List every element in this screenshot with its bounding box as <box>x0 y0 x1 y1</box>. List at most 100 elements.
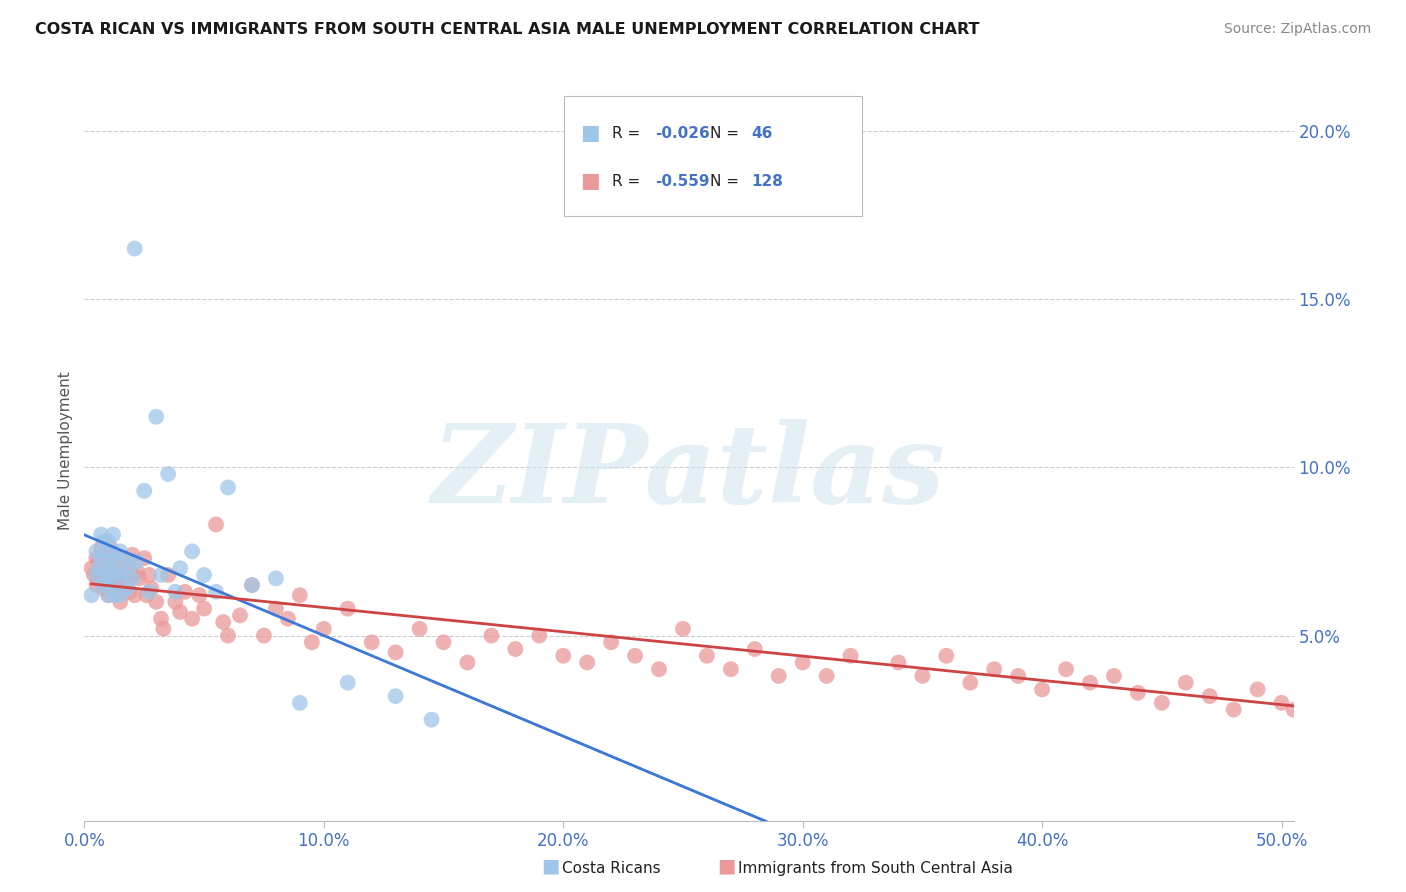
Point <box>157 568 180 582</box>
Point <box>117 561 139 575</box>
Point <box>1126 686 1149 700</box>
Point <box>101 554 124 569</box>
Point <box>935 648 957 663</box>
Point <box>529 628 551 642</box>
Point <box>288 696 311 710</box>
Point <box>101 527 124 541</box>
Point <box>1282 703 1305 717</box>
Point <box>114 578 136 592</box>
Point <box>169 561 191 575</box>
Point <box>145 595 167 609</box>
Point <box>138 584 160 599</box>
Point <box>104 565 127 579</box>
Point <box>193 601 215 615</box>
Point <box>1367 686 1389 700</box>
Point <box>360 635 382 649</box>
Point <box>101 578 124 592</box>
Point <box>1031 682 1053 697</box>
Point <box>80 588 103 602</box>
Point <box>1343 713 1365 727</box>
Point <box>94 544 117 558</box>
Point <box>118 584 141 599</box>
Point <box>90 568 112 582</box>
Point <box>104 584 127 599</box>
Point <box>110 588 132 602</box>
Text: ■: ■ <box>579 171 599 192</box>
Point <box>1354 703 1376 717</box>
Point <box>576 656 599 670</box>
Point <box>141 582 163 596</box>
Point <box>217 628 239 642</box>
Text: R =: R = <box>612 174 645 189</box>
Point <box>1054 662 1077 676</box>
Text: R =: R = <box>612 126 645 141</box>
Point <box>744 642 766 657</box>
Point <box>165 584 187 599</box>
Point <box>124 242 146 256</box>
Point <box>138 568 160 582</box>
Point <box>1306 696 1329 710</box>
Point <box>117 582 139 596</box>
Point <box>145 409 167 424</box>
Point <box>121 548 143 562</box>
Point <box>408 622 430 636</box>
Point <box>264 571 287 585</box>
Point <box>205 584 228 599</box>
Point <box>624 648 647 663</box>
Point <box>288 588 311 602</box>
Point <box>1319 709 1341 723</box>
Point <box>124 588 146 602</box>
Point <box>165 595 187 609</box>
Point <box>128 571 150 585</box>
Point <box>181 544 204 558</box>
Point <box>384 689 406 703</box>
Text: 128: 128 <box>751 174 783 189</box>
Text: N =: N = <box>710 126 744 141</box>
Point <box>505 642 527 657</box>
Point <box>264 601 287 615</box>
Point <box>111 568 134 582</box>
Point <box>648 662 671 676</box>
Point <box>384 645 406 659</box>
Point <box>336 675 359 690</box>
Point <box>121 571 143 585</box>
Point <box>553 648 575 663</box>
Point <box>481 628 503 642</box>
Point <box>229 608 252 623</box>
Point <box>188 588 211 602</box>
Point <box>301 635 323 649</box>
Point <box>1402 709 1406 723</box>
Text: -0.559: -0.559 <box>655 174 710 189</box>
Point <box>125 554 148 569</box>
Point <box>86 551 108 566</box>
Text: ZIPatlas: ZIPatlas <box>432 419 946 526</box>
Text: ■: ■ <box>579 123 599 144</box>
Point <box>768 669 790 683</box>
Point <box>101 574 124 589</box>
Point <box>1007 669 1029 683</box>
Point <box>121 568 143 582</box>
Point <box>104 588 127 602</box>
Text: ■: ■ <box>541 857 560 876</box>
Point <box>111 568 134 582</box>
Point <box>110 551 132 566</box>
Point <box>277 612 299 626</box>
Point <box>93 582 115 596</box>
Point <box>86 578 108 592</box>
Point <box>193 568 215 582</box>
Point <box>600 635 623 649</box>
Point <box>1174 675 1197 690</box>
Point <box>134 483 156 498</box>
Point <box>110 544 132 558</box>
Point <box>1330 696 1353 710</box>
Point <box>90 551 112 566</box>
Point <box>104 548 127 562</box>
Point <box>432 635 454 649</box>
Point <box>110 595 132 609</box>
Point <box>86 568 108 582</box>
Point <box>107 574 129 589</box>
Point <box>93 578 115 592</box>
Point <box>90 541 112 555</box>
Point <box>125 565 148 579</box>
Point <box>815 669 838 683</box>
